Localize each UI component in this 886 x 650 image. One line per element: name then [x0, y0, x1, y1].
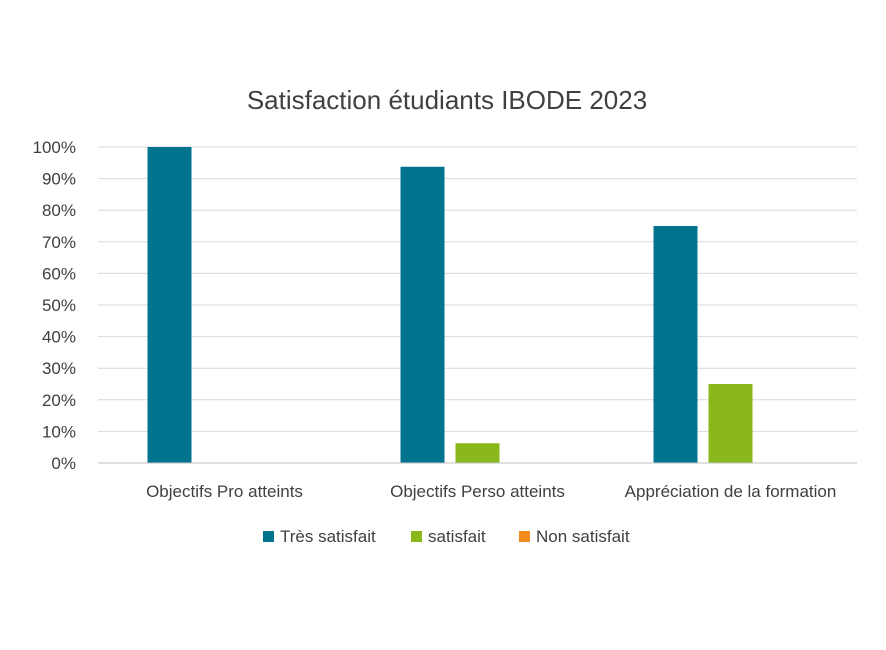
y-tick-label: 30% — [42, 359, 76, 378]
bars — [147, 147, 753, 463]
legend-swatch — [519, 531, 530, 542]
y-tick-label: 70% — [42, 233, 76, 252]
y-tick-label: 20% — [42, 391, 76, 410]
legend-swatch — [263, 531, 274, 542]
x-category-label: Objectifs Perso atteints — [390, 482, 565, 501]
x-axis-categories: Objectifs Pro atteints Objectifs Perso at… — [146, 482, 836, 501]
legend: Très satisfait satisfait Non satisfait — [263, 527, 630, 546]
legend-label: satisfait — [428, 527, 486, 546]
y-tick-label: 40% — [42, 328, 76, 347]
bar-2-0 — [653, 226, 698, 463]
x-category-label: Appréciation de la formation — [625, 482, 837, 501]
y-axis-ticks: 0% 10% 20% 30% 40% 50% 60% 70% 80% 90% 100% — [33, 138, 76, 473]
chart-title: Satisfaction étudiants IBODE 2023 — [247, 85, 647, 115]
y-tick-label: 50% — [42, 296, 76, 315]
bar-2-1 — [708, 384, 753, 463]
y-tick-label: 60% — [42, 264, 76, 283]
y-tick-label: 0% — [51, 454, 76, 473]
legend-label: Très satisfait — [280, 527, 376, 546]
legend-label: Non satisfait — [536, 527, 630, 546]
bar-1-1 — [455, 443, 500, 463]
bar-1-0 — [400, 166, 445, 463]
bar-0-0 — [147, 147, 192, 463]
y-tick-label: 80% — [42, 201, 76, 220]
grid-lines — [98, 146, 857, 432]
y-tick-label: 10% — [42, 422, 76, 441]
y-tick-label: 100% — [33, 138, 76, 157]
y-tick-label: 90% — [42, 170, 76, 189]
x-category-label: Objectifs Pro atteints — [146, 482, 303, 501]
legend-swatch — [411, 531, 422, 542]
